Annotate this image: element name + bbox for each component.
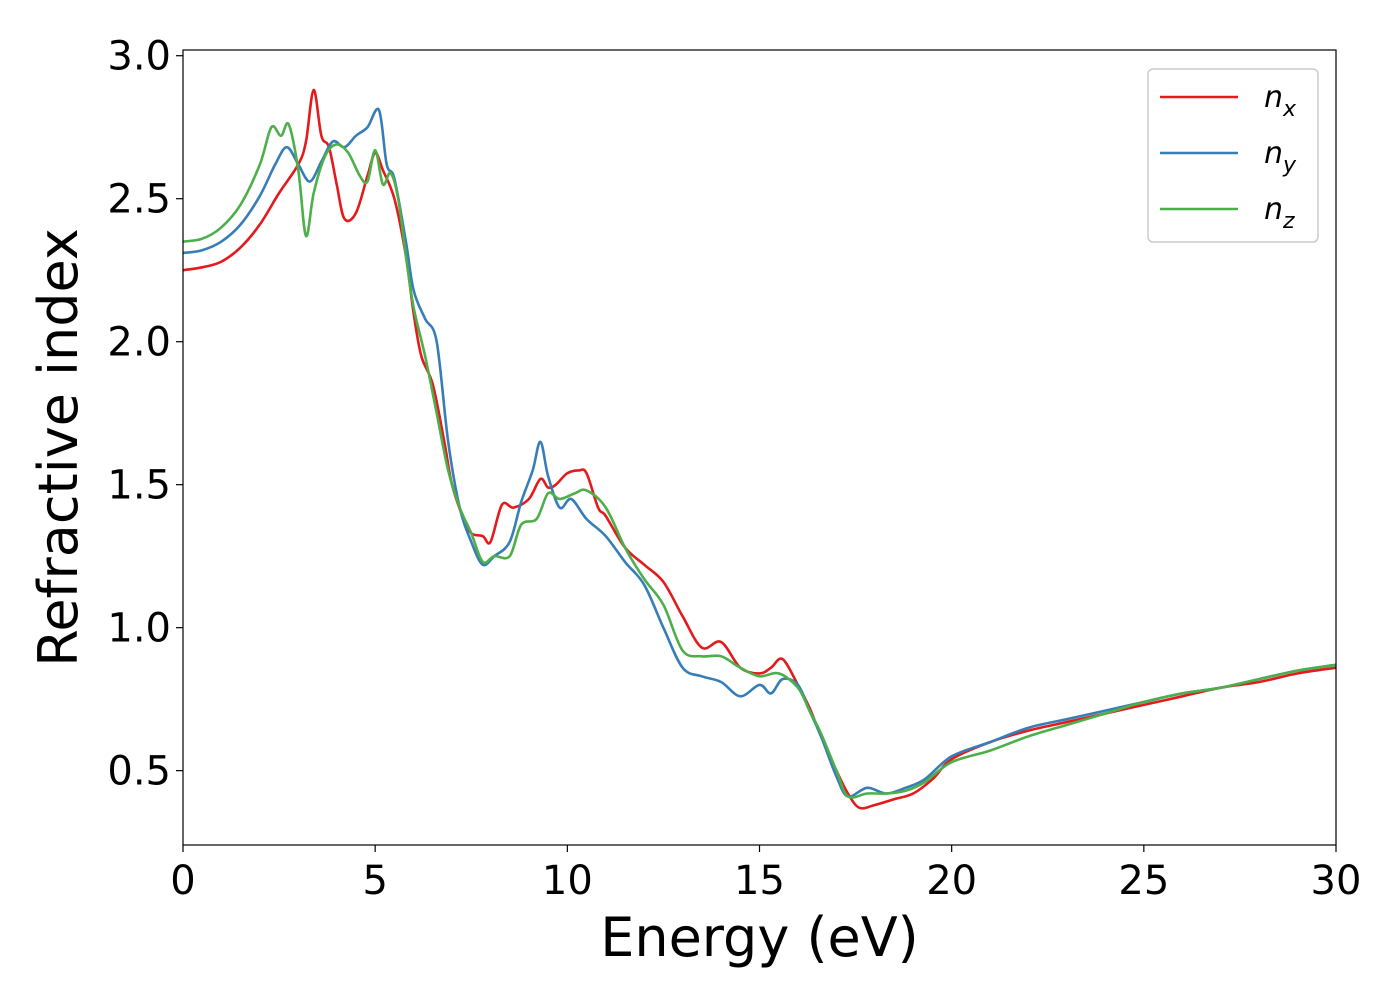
legend-label-subscript: x [1282, 97, 1297, 122]
series-layer [182, 88, 1337, 810]
legend-label-ny: ny [1264, 136, 1297, 178]
x-tick-label: 25 [1118, 858, 1169, 904]
x-axis: 0 5 10 15 20 25 30 [170, 845, 1361, 904]
legend-label-nx: nx [1264, 80, 1297, 122]
series-line-nx [182, 88, 1337, 810]
x-tick-label: 20 [926, 858, 977, 904]
x-tick-label: 15 [734, 858, 785, 904]
y-tick-label: 2.5 [107, 177, 171, 223]
legend-label-nz: nz [1264, 192, 1295, 234]
x-tick-label: 30 [1311, 858, 1362, 904]
x-tick-label: 0 [170, 858, 195, 904]
series-line-nz [182, 121, 1337, 799]
legend-label-main: n [1264, 136, 1283, 171]
legend-label-main: n [1264, 80, 1283, 115]
plot-area-background [183, 50, 1336, 845]
x-axis-title: Energy (eV) [600, 906, 919, 969]
y-tick-label: 1.5 [107, 463, 171, 509]
y-axis: 0.5 1.0 1.5 2.0 2.5 3.0 [107, 34, 183, 795]
legend-label-main: n [1264, 192, 1283, 227]
y-axis-title: Refractive index [27, 228, 90, 667]
y-tick-label: 3.0 [107, 34, 171, 80]
legend-box [1147, 68, 1319, 243]
x-tick-label: 5 [362, 858, 387, 904]
y-tick-label: 0.5 [107, 749, 171, 795]
x-tick-label: 10 [542, 858, 593, 904]
legend-label-subscript: y [1282, 153, 1297, 178]
legend-label-subscript: z [1282, 209, 1295, 234]
y-tick-label: 2.0 [107, 320, 171, 366]
y-tick-label: 1.0 [107, 606, 171, 652]
